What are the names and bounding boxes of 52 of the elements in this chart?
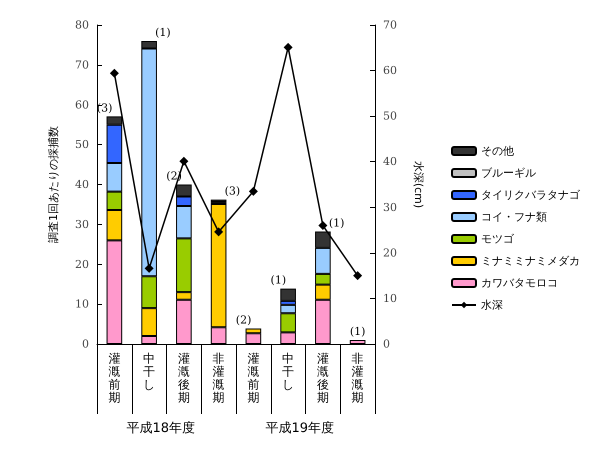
y2-tick-label: 30: [383, 200, 397, 214]
y-tick-label: 30: [75, 218, 89, 231]
point: [179, 156, 188, 166]
point: [248, 186, 258, 196]
legend-label: タイリクバラタナゴ: [481, 188, 581, 202]
text: 平成19年度: [266, 420, 334, 436]
x-tick-label: 灌漑前期: [108, 352, 120, 404]
point: [318, 221, 328, 230]
x-tick-label: 中干し: [143, 352, 156, 392]
x-tick-label: 中干し: [282, 352, 294, 392]
y2-tick-label: 70: [383, 18, 397, 32]
bar: [280, 288, 296, 301]
y2-tick-label: 10: [383, 292, 397, 305]
x-tick-label: 非灌漑期: [212, 352, 225, 404]
legend-label: モツゴ: [481, 232, 515, 246]
y2-axis-title: 水深(cm): [412, 160, 425, 208]
y2-tick-label: 60: [383, 64, 397, 78]
point: [214, 227, 224, 236]
x-tick-label: 灌漑後期: [316, 352, 329, 404]
x-tick-label: 灌漑前期: [247, 352, 260, 404]
legend-label: コイ・フナ類: [481, 210, 547, 224]
legend-label: その他: [481, 144, 514, 158]
y-tick-label: 70: [75, 58, 89, 72]
y-tick-label: 60: [75, 98, 89, 112]
y-tick-label: 40: [75, 178, 89, 191]
annotation: (3): [224, 184, 240, 198]
annotation: (1): [350, 325, 366, 338]
y-tick-label: 50: [75, 138, 89, 152]
annotation: (2): [236, 313, 252, 326]
legend-label: ブルーギル: [481, 166, 536, 180]
point: [284, 42, 293, 52]
x-tick-label: 灌漑後期: [178, 352, 190, 404]
text: 平成18年度: [126, 420, 196, 436]
annotation: (1): [270, 274, 286, 287]
legend-label: ミナミミナミメダカ: [481, 254, 580, 268]
legend-label: カワバタモロコ: [481, 276, 558, 290]
y2-tick-label: 50: [383, 110, 397, 123]
y-tick-label: 10: [75, 298, 89, 311]
y2-tick-label: 20: [383, 246, 397, 260]
y-tick-label: 20: [75, 258, 89, 271]
x-tick-label: 非灌漑期: [352, 352, 364, 404]
y2-tick-label: 40: [383, 155, 397, 168]
point: [110, 68, 119, 78]
y2-tick-label: 0: [383, 338, 390, 350]
legend-label: 水深: [481, 298, 503, 312]
point: [144, 264, 154, 273]
y-tick-label: 0: [82, 338, 89, 350]
y-tick-label: 80: [75, 18, 89, 32]
point: [353, 271, 362, 280]
y-axis-title: 調査1回あたりの採捕数: [47, 126, 60, 243]
annotation: (1): [155, 26, 171, 39]
annotation: (1): [328, 216, 344, 230]
